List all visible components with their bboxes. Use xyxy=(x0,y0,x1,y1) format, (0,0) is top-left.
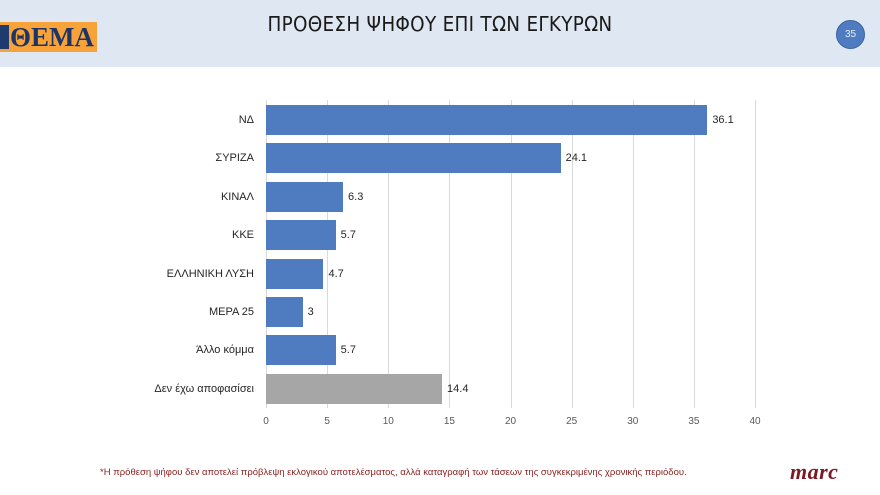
category-label: ΣΥΡΙΖΑ xyxy=(215,152,254,165)
bar xyxy=(266,105,708,135)
category-label: ΜΕΡΑ 25 xyxy=(208,306,254,318)
category-label: ΝΔ xyxy=(238,114,254,126)
gridline xyxy=(266,100,267,408)
category-label: Άλλο κόμμα xyxy=(196,344,254,357)
bar-value-label: 24.1 xyxy=(565,152,588,165)
footnote: *Η πρόθεση ψήφου δεν αποτελεί πρόβλεψη ε… xyxy=(100,467,687,478)
x-tick-label: 40 xyxy=(749,416,761,427)
category-label: Δεν έχω αποφασίσει xyxy=(154,382,254,395)
x-tick-label: 0 xyxy=(263,416,269,427)
page-number-badge: 35 xyxy=(836,20,865,49)
gridline xyxy=(632,100,634,408)
gridline xyxy=(510,100,512,408)
category-label: ΚΙΝΑΛ xyxy=(220,190,254,203)
bar xyxy=(266,220,336,251)
page-title: ΠΡΟΘΕΣΗ ΨΗΦΟΥ ΕΠΙ ΤΩΝ ΕΓΚΥΡΩΝ xyxy=(267,12,613,36)
bar xyxy=(266,373,443,404)
x-tick-label: 20 xyxy=(504,416,517,427)
x-tick-label: 25 xyxy=(566,416,578,427)
bar-value-label: 36.1 xyxy=(712,114,734,126)
x-tick-label: 5 xyxy=(324,416,330,427)
bar xyxy=(266,335,336,366)
logo-text: ΘΕΜΑ xyxy=(10,22,94,52)
category-label: ΕΛΛΗΝΙΚΗ ΛΥΣΗ xyxy=(166,267,254,280)
x-tick-label: 10 xyxy=(382,416,394,427)
gridline xyxy=(327,100,329,408)
category-label: ΚΚΕ xyxy=(231,229,254,242)
bar-value-label: 5.7 xyxy=(340,344,356,357)
marc-logo: marc xyxy=(790,459,839,484)
protothema-logo: ΘΕΜΑ xyxy=(0,22,97,52)
gridline xyxy=(571,100,573,408)
bar xyxy=(266,258,324,289)
gridline xyxy=(388,100,390,408)
gridline xyxy=(755,100,756,408)
bar-chart-plot: 36.1 24.1 6.3 5.7 4.7 3 5.7 14.4 xyxy=(266,100,756,408)
bar-value-label: 3 xyxy=(307,306,314,318)
bar-value-label: 5.7 xyxy=(340,229,356,242)
gridline xyxy=(693,100,695,408)
x-tick-label: 15 xyxy=(443,416,455,427)
bar xyxy=(266,143,561,174)
bar-value-label: 6.3 xyxy=(348,190,364,203)
x-tick-label: 30 xyxy=(627,416,639,427)
bar xyxy=(266,297,303,327)
bar xyxy=(266,181,344,212)
bar-value-label: 14.4 xyxy=(447,382,469,395)
header-band: ΘΕΜΑ ΠΡΟΘΕΣΗ ΨΗΦΟΥ ΕΠΙ ΤΩΝ ΕΓΚΥΡΩΝ 35 xyxy=(0,0,880,67)
x-tick-label: 35 xyxy=(688,416,700,427)
gridline xyxy=(449,100,451,408)
logo-strip xyxy=(0,25,9,49)
bar-value-label: 4.7 xyxy=(328,267,344,280)
